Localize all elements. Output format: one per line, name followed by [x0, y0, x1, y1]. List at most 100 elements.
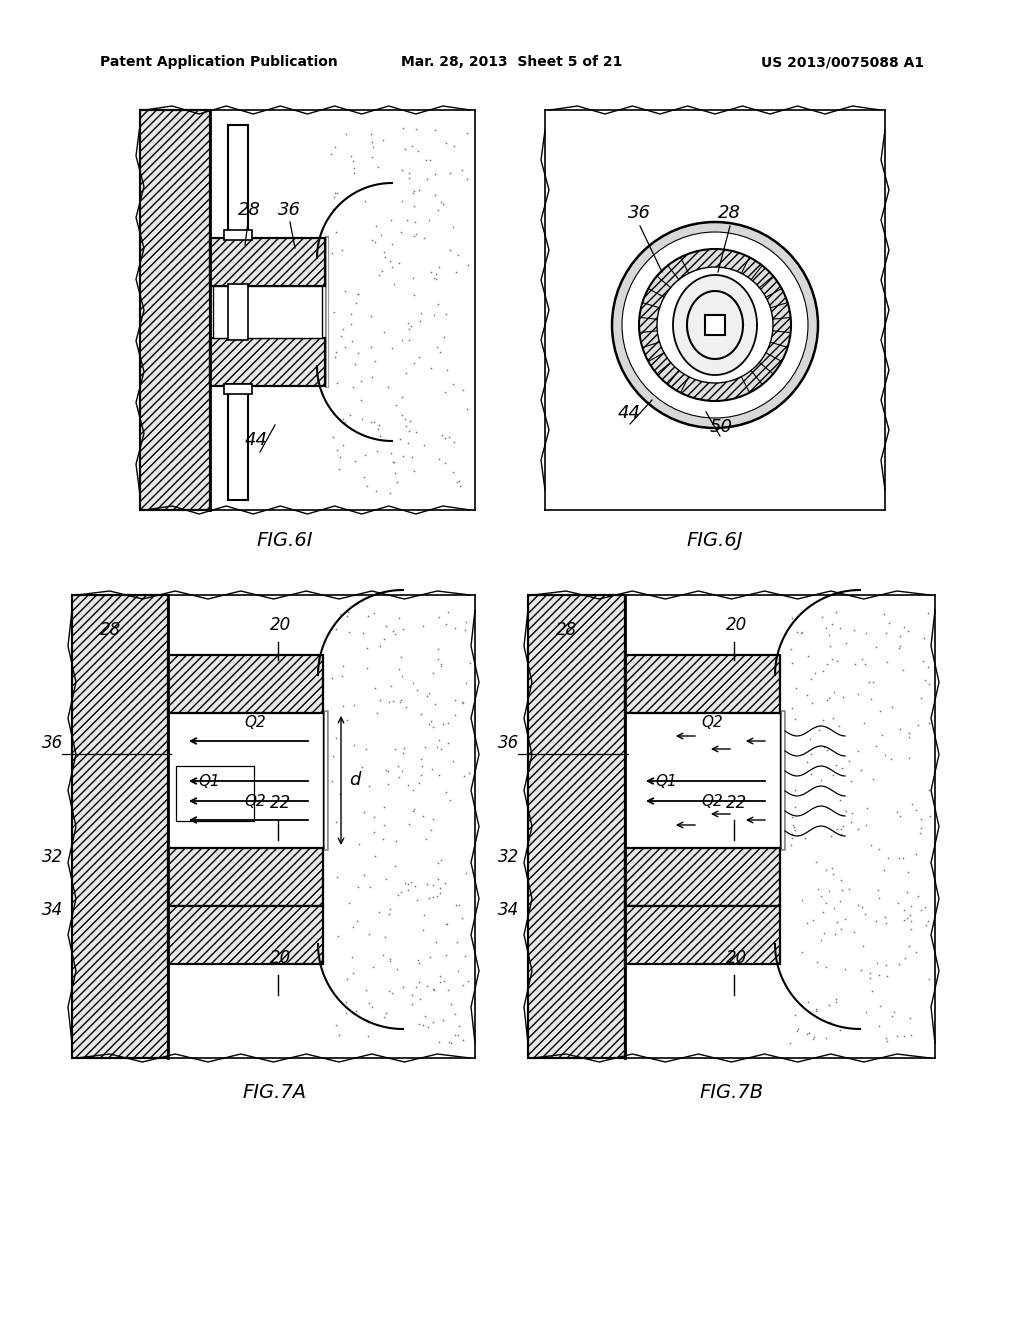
Point: [863, 688, 880, 709]
Bar: [224, 230, 252, 240]
Point: [799, 913, 815, 935]
Point: [394, 665, 411, 686]
Point: [375, 829, 391, 850]
Point: [907, 942, 924, 964]
Point: [454, 692, 470, 713]
Point: [402, 871, 419, 892]
Point: [797, 828, 813, 849]
Bar: [140, 110, 210, 510]
Point: [910, 714, 927, 735]
Point: [380, 376, 396, 397]
Point: [335, 696, 351, 717]
Point: [327, 346, 343, 367]
Bar: [528, 595, 625, 1059]
Point: [867, 909, 884, 931]
Point: [409, 680, 425, 701]
Point: [326, 301, 342, 322]
Point: [382, 899, 398, 920]
Point: [332, 784, 348, 805]
Point: [922, 807, 938, 828]
Point: [823, 648, 840, 669]
Point: [436, 873, 453, 894]
Point: [784, 652, 801, 673]
Point: [393, 647, 410, 668]
Point: [325, 770, 341, 791]
Point: [423, 818, 439, 840]
Point: [430, 1032, 446, 1053]
Point: [871, 965, 888, 986]
Point: [847, 653, 863, 675]
Point: [433, 738, 450, 759]
Point: [870, 887, 887, 908]
Point: [827, 991, 844, 1012]
Point: [900, 620, 916, 642]
Point: [870, 838, 887, 859]
Point: [393, 404, 410, 425]
Bar: [210, 238, 325, 286]
Point: [432, 965, 449, 986]
Point: [896, 909, 912, 931]
Bar: [625, 655, 780, 713]
Point: [335, 434, 351, 455]
Point: [903, 919, 920, 940]
Point: [787, 677, 804, 698]
Point: [829, 818, 846, 840]
Bar: [168, 655, 323, 713]
Point: [425, 663, 441, 684]
Point: [377, 927, 393, 948]
Point: [390, 756, 407, 777]
Bar: [210, 238, 325, 286]
Point: [864, 672, 881, 693]
Point: [396, 139, 413, 160]
Point: [359, 1011, 376, 1032]
Point: [443, 1032, 460, 1053]
Point: [430, 648, 446, 669]
Point: [455, 693, 471, 714]
Point: [913, 808, 930, 829]
Point: [415, 920, 431, 941]
Point: [404, 780, 421, 801]
Point: [411, 952, 427, 973]
Point: [406, 673, 422, 694]
Point: [437, 304, 454, 325]
Point: [886, 1002, 902, 1023]
Point: [390, 659, 407, 680]
Point: [342, 405, 358, 426]
Point: [360, 606, 377, 627]
Point: [413, 302, 429, 323]
Point: [345, 150, 361, 172]
Point: [358, 1010, 375, 1031]
Point: [460, 255, 476, 276]
Point: [365, 957, 381, 978]
Point: [355, 467, 372, 488]
Point: [833, 919, 849, 940]
Bar: [224, 384, 252, 393]
Point: [366, 807, 382, 828]
Point: [451, 960, 467, 981]
Point: [419, 169, 435, 190]
Point: [368, 216, 384, 238]
Point: [430, 869, 446, 890]
Point: [356, 190, 373, 211]
Point: [357, 445, 374, 466]
Text: 20: 20: [270, 616, 291, 634]
Point: [328, 618, 344, 639]
Point: [335, 318, 351, 339]
Point: [384, 256, 400, 277]
Point: [428, 269, 444, 290]
Text: 36: 36: [628, 205, 651, 222]
Point: [446, 1024, 463, 1045]
Point: [862, 834, 879, 855]
Point: [411, 347, 427, 368]
Point: [784, 697, 801, 718]
Point: [828, 601, 845, 622]
Point: [427, 694, 443, 715]
Point: [808, 999, 824, 1020]
Bar: [228, 125, 248, 238]
Point: [783, 807, 800, 828]
Point: [397, 416, 414, 437]
Point: [338, 124, 354, 145]
Text: Q2: Q2: [244, 795, 266, 809]
Point: [329, 440, 345, 461]
Point: [873, 725, 890, 746]
